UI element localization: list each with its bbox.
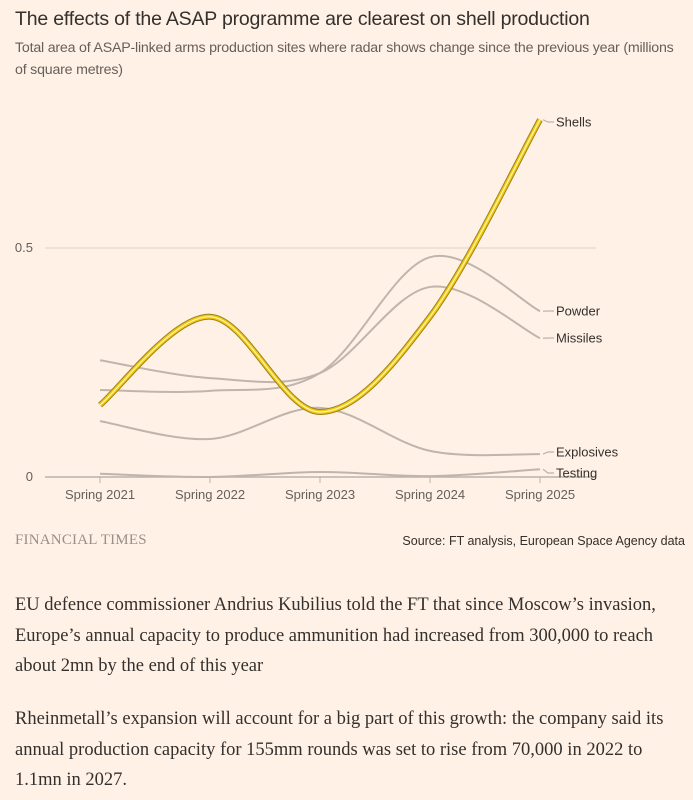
series-line-explosives xyxy=(99,406,541,457)
series-label-missiles: Missiles xyxy=(556,331,603,346)
ft-logo: FINANCIAL TIMES xyxy=(15,532,147,548)
article-paragraph: Rheinmetall’s expansion will account for… xyxy=(15,709,664,790)
series-label-connector-explosives xyxy=(542,451,554,455)
source-note: Source: FT analysis, European Space Agen… xyxy=(402,534,685,548)
series-line-missiles xyxy=(99,285,541,384)
series-line-testing xyxy=(99,468,541,479)
article-paragraph: EU defence commissioner Andrius Kubilius… xyxy=(15,595,656,676)
line-chart: 0 0.5 Testing Explosives Missiles Powder Shel… xyxy=(15,115,619,503)
x-tick-label: Spring 2025 xyxy=(505,487,575,502)
series-label-shells: Shells xyxy=(556,115,592,130)
series-label-testing: Testing xyxy=(556,466,597,481)
x-tick-label: Spring 2022 xyxy=(175,487,245,502)
y-tick-label: 0.5 xyxy=(15,240,33,255)
x-tick-label: Spring 2023 xyxy=(285,487,355,502)
y-tick-label: 0 xyxy=(26,469,33,484)
series-label-explosives: Explosives xyxy=(556,445,619,460)
series-label-connector-shells xyxy=(542,119,554,123)
series-label-powder: Powder xyxy=(556,304,601,319)
series-label-connector-testing xyxy=(542,468,554,474)
x-tick-label: Spring 2024 xyxy=(395,487,465,502)
chart-title: The effects of the ASAP programme are cl… xyxy=(15,8,590,30)
series-line-shells-highlight xyxy=(99,119,541,413)
x-tick-label: Spring 2021 xyxy=(65,487,135,502)
chart-subtitle: Total area of ASAP-linked arms productio… xyxy=(15,40,674,78)
